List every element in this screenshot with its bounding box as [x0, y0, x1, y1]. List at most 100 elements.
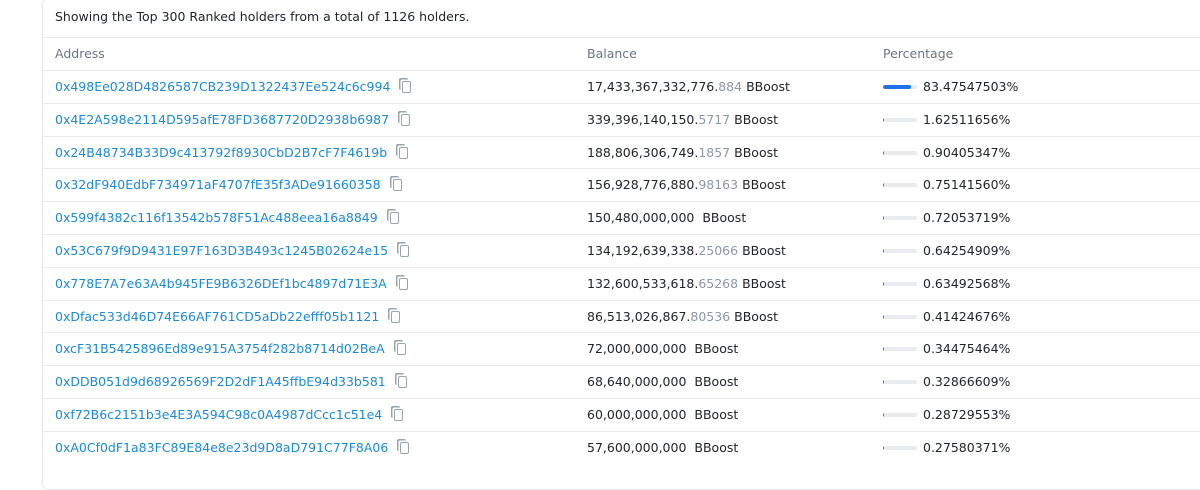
column-header-row: Address Balance Percentage — [43, 37, 1200, 71]
percentage-cell: 0.41424676% — [883, 301, 1010, 334]
balance-integer: 17,433,367,332,776. — [587, 79, 719, 94]
token-symbol: BBoost — [702, 210, 747, 226]
percentage-track — [883, 380, 917, 385]
balance-cell: 60,000,000,000 BBoost — [587, 399, 738, 432]
balance-fraction: 80536 — [690, 308, 731, 324]
percentage-bar — [883, 347, 884, 352]
percentage-track — [883, 183, 917, 188]
token-symbol: BBoost — [694, 407, 739, 422]
token-symbol: BBoost — [742, 243, 786, 258]
copy-icon[interactable] — [401, 113, 411, 126]
balance-integer: 57,600,000,000 — [587, 439, 687, 455]
copy-icon[interactable] — [399, 146, 409, 159]
balance-cell: 132,600,533,618.65268 BBoost — [587, 268, 786, 301]
copy-icon[interactable] — [397, 376, 407, 389]
address-cell: 0x32dF940EdbF734971aF4707fE35f3ADe916603… — [55, 169, 402, 202]
summary-text: Showing the Top 300 Ranked holders from … — [55, 9, 470, 24]
percentage-text: 1.62511656% — [923, 111, 1011, 127]
address-cell: 0x24B48734B33D9c413792f8930CbD2B7cF7F461… — [55, 137, 409, 170]
address-link[interactable]: 0xDfac533d46D74E66AF761CD5aDb22efff05b11… — [55, 308, 380, 324]
holder-row: 0xA0Cf0dF1a83FC89E84e8e23d9D8aD791C77F8A… — [43, 430, 1200, 465]
address-link[interactable]: 0x599f4382c116f13542b578F51Ac488eea16a88… — [55, 210, 378, 226]
address-link[interactable]: 0x32dF940EdbF734971aF4707fE35f3ADe916603… — [55, 177, 381, 193]
balance-cell: 72,000,000,000 BBoost — [587, 333, 738, 366]
holder-row: 0xDDB051d9d68926569F2D2dF1A45ffbE94d33b5… — [43, 365, 1200, 399]
copy-icon[interactable] — [394, 409, 404, 421]
address-cell: 0x4E2A598e2114D595afE78FD3687720D2938b69… — [55, 104, 411, 137]
percentage-text: 0.28729553% — [923, 407, 1011, 422]
balance-fraction: 1857 — [698, 144, 731, 160]
balance-integer: 72,000,000,000 — [587, 341, 687, 357]
address-link[interactable]: 0x4E2A598e2114D595afE78FD3687720D2938b69… — [55, 111, 390, 127]
percentage-track — [883, 347, 917, 352]
address-link[interactable]: 0xf72B6c2151b3e4E3A594C98c0A4987dCcc1c51… — [55, 407, 383, 422]
percentage-cell: 0.75141560% — [883, 169, 1010, 202]
balance-cell: 86,513,026,867.80536 BBoost — [587, 301, 778, 334]
token-symbol: BBoost — [742, 177, 786, 193]
percentage-track — [883, 117, 917, 122]
holder-row: 0x53C679f9D9431E97F163D3B493c1245B02624e… — [43, 234, 1200, 268]
balance-integer: 150,480,000,000 — [587, 210, 695, 226]
balance-integer: 339,396,140,150. — [587, 111, 699, 127]
balance-integer: 134,192,639,338. — [587, 243, 699, 258]
percentage-text: 0.72053719% — [923, 210, 1011, 226]
address-cell: 0x778E7A7e63A4b945FE9B6326DEf1bc4897d71E… — [55, 268, 408, 301]
address-link[interactable]: 0x53C679f9D9431E97F163D3B493c1245B02624e… — [55, 243, 389, 258]
balance-fraction: 65268 — [698, 275, 739, 291]
copy-icon[interactable] — [398, 277, 408, 290]
percentage-text: 0.75141560% — [923, 177, 1011, 193]
holder-row: 0x24B48734B33D9c413792f8930CbD2B7cF7F461… — [43, 135, 1200, 170]
address-link[interactable]: 0x24B48734B33D9c413792f8930CbD2B7cF7F461… — [55, 144, 388, 160]
percentage-bar — [883, 85, 912, 89]
token-symbol: BBoost — [746, 79, 790, 94]
balance-fraction: 25066 — [698, 243, 739, 258]
address-cell: 0xA0Cf0dF1a83FC89E84e8e23d9D8aD791C77F8A… — [55, 432, 410, 465]
balance-cell: 17,433,367,332,776.884 BBoost — [587, 71, 790, 104]
address-cell: 0xf72B6c2151b3e4E3A594C98c0A4987dCcc1c51… — [55, 399, 404, 432]
percentage-bar — [883, 314, 884, 319]
copy-icon[interactable] — [389, 212, 399, 225]
percentage-track — [883, 413, 917, 417]
holder-row: 0x778E7A7e63A4b945FE9B6326DEf1bc4897d71E… — [43, 266, 1200, 301]
balance-integer: 60,000,000,000 — [587, 407, 687, 422]
balance-cell: 57,600,000,000 BBoost — [587, 432, 738, 465]
balance-cell: 134,192,639,338.25066 BBoost — [587, 235, 786, 268]
address-cell: 0x53C679f9D9431E97F163D3B493c1245B02624e… — [55, 235, 410, 268]
address-cell: 0xcF31B5425896Ed89e915A3754f282b8714d02B… — [55, 333, 406, 366]
balance-cell: 150,480,000,000 BBoost — [587, 202, 746, 235]
percentage-bar — [883, 445, 884, 450]
copy-icon[interactable] — [396, 343, 406, 356]
balance-integer: 68,640,000,000 — [587, 374, 687, 390]
percentage-text: 83.47547503% — [923, 79, 1019, 94]
address-link[interactable]: 0x498Ee028D4826587CB239D1322437Ee524c6c9… — [55, 79, 391, 94]
balance-integer: 86,513,026,867. — [587, 308, 691, 324]
address-link[interactable]: 0xcF31B5425896Ed89e915A3754f282b8714d02B… — [55, 341, 385, 357]
balance-integer: 156,928,776,880. — [587, 177, 699, 193]
copy-icon[interactable] — [391, 310, 401, 323]
percentage-bar — [883, 117, 884, 122]
holder-row: 0x32dF940EdbF734971aF4707fE35f3ADe916603… — [43, 168, 1200, 202]
percentage-cell: 0.27580371% — [883, 432, 1010, 465]
percentage-track — [883, 249, 917, 253]
percentage-bar — [883, 183, 884, 188]
percentage-track — [883, 150, 917, 155]
percentage-text: 0.64254909% — [923, 243, 1011, 258]
holder-row: 0xf72B6c2151b3e4E3A594C98c0A4987dCcc1c51… — [43, 398, 1200, 432]
percentage-cell: 0.63492568% — [883, 268, 1010, 301]
address-cell: 0xDfac533d46D74E66AF761CD5aDb22efff05b11… — [55, 301, 401, 334]
copy-icon[interactable] — [392, 179, 402, 192]
copy-icon[interactable] — [400, 441, 410, 454]
percentage-bar — [883, 281, 884, 286]
balance-integer: 132,600,533,618. — [587, 275, 699, 291]
balance-cell: 339,396,140,150.5717 BBoost — [587, 104, 778, 137]
copy-icon[interactable] — [402, 81, 412, 93]
address-link[interactable]: 0xA0Cf0dF1a83FC89E84e8e23d9D8aD791C77F8A… — [55, 439, 389, 455]
holder-row: 0xDfac533d46D74E66AF761CD5aDb22efff05b11… — [43, 299, 1200, 334]
percentage-text: 0.27580371% — [923, 439, 1011, 455]
holder-row: 0x4E2A598e2114D595afE78FD3687720D2938b69… — [43, 102, 1200, 137]
copy-icon[interactable] — [400, 245, 410, 257]
address-link[interactable]: 0x778E7A7e63A4b945FE9B6326DEf1bc4897d71E… — [55, 275, 387, 291]
percentage-cell: 0.32866609% — [883, 366, 1010, 399]
holders-card: Showing the Top 300 Ranked holders from … — [42, 0, 1200, 490]
address-link[interactable]: 0xDDB051d9d68926569F2D2dF1A45ffbE94d33b5… — [55, 374, 386, 390]
